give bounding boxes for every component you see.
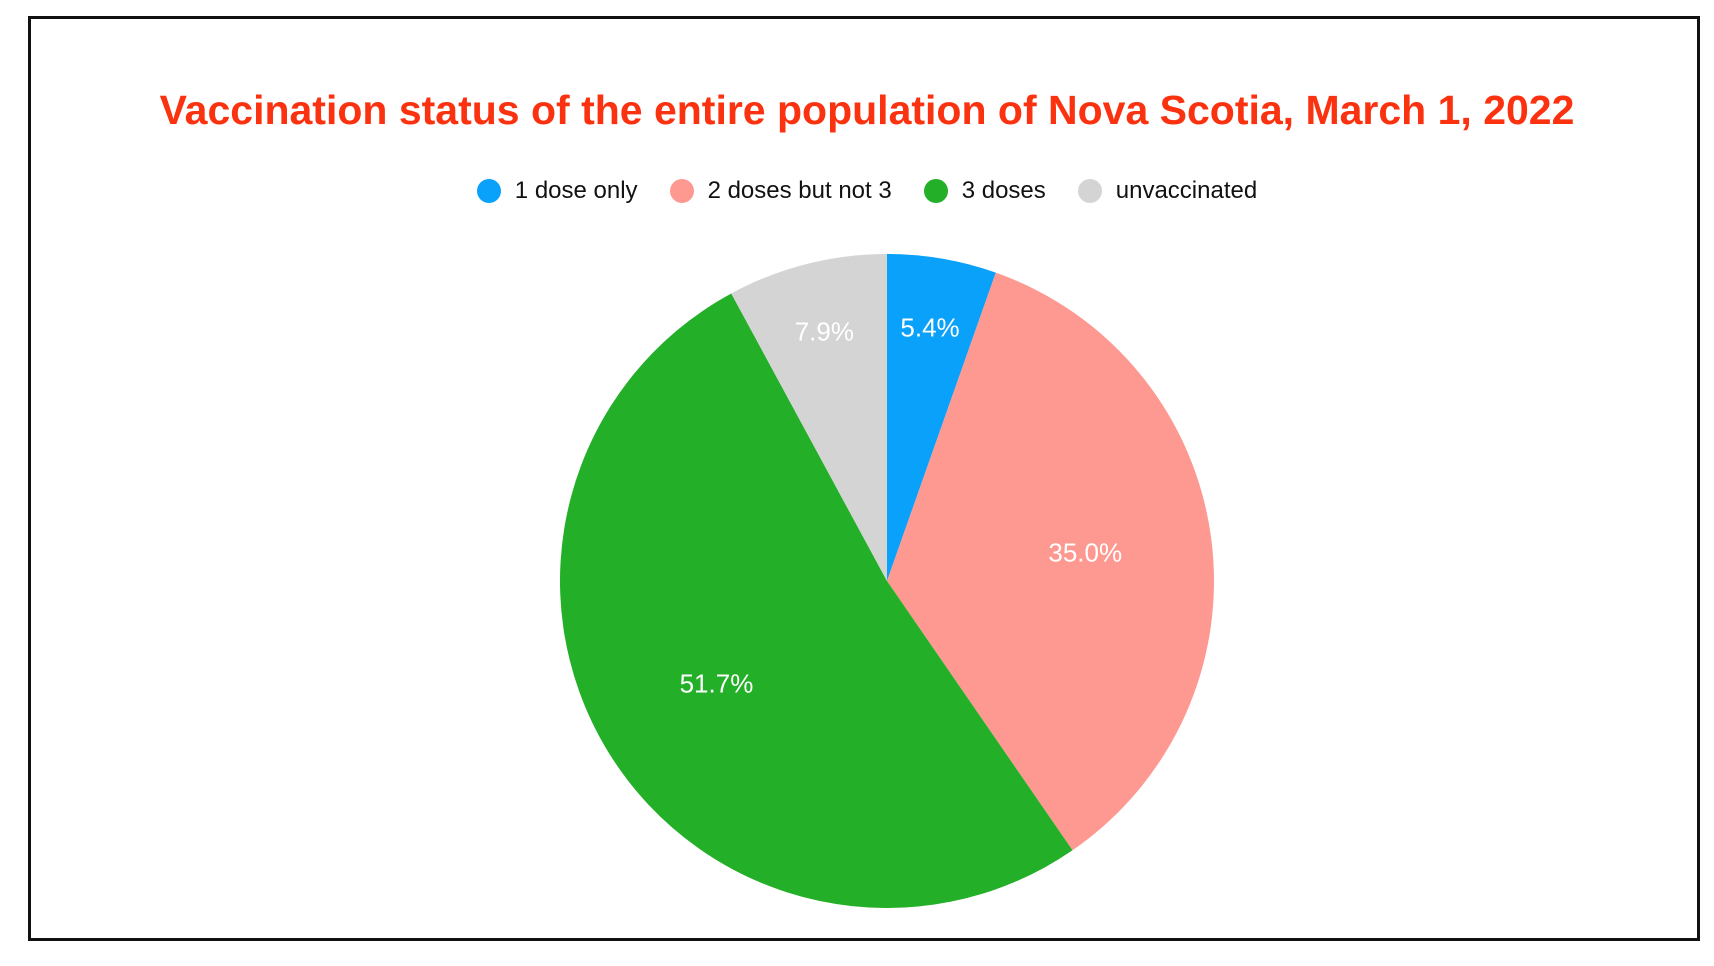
slice-label-1-dose-only: 5.4% [900, 313, 959, 343]
slice-label-unvaccinated: 7.9% [795, 317, 854, 347]
pie-slice-1-dose-only[interactable] [887, 254, 996, 581]
legend-item-3-doses[interactable]: 3 doses [923, 177, 1046, 205]
slice-label-3-doses: 51.7% [680, 668, 754, 698]
legend-swatch-unvaccinated [1077, 179, 1102, 203]
chart-title: Vaccination status of the entire populat… [159, 87, 1575, 133]
legend-swatch-1-dose-only [476, 179, 501, 203]
legend-label-unvaccinated: unvaccinated [1115, 177, 1258, 204]
legend-swatch-3-doses [923, 179, 948, 203]
legend-label-3-doses: 3 doses [961, 177, 1046, 204]
pie-slice-3-doses[interactable] [560, 293, 1073, 908]
legend-item-1-dose-only[interactable]: 1 dose only [476, 177, 638, 205]
legend-label-2-doses: 2 doses but not 3 [707, 177, 892, 204]
legend-label-1-dose-only: 1 dose only [514, 177, 638, 204]
legend: 1 dose only 2 doses but not 3 3 doses un… [31, 177, 1703, 205]
legend-item-unvaccinated[interactable]: unvaccinated [1077, 177, 1258, 205]
slice-label-2-doses-but-not-3: 35.0% [1048, 538, 1122, 568]
pie-slice-2-doses-but-not-3[interactable] [887, 272, 1215, 851]
chart-frame: Vaccination status of the entire populat… [28, 16, 1700, 941]
legend-swatch-2-doses [669, 179, 694, 203]
legend-item-2-doses[interactable]: 2 doses but not 3 [669, 177, 892, 205]
pie-chart: 5.4% 35.0% 51.7% 7.9% [560, 254, 1215, 908]
pie-slice-unvaccinated[interactable] [731, 254, 887, 581]
